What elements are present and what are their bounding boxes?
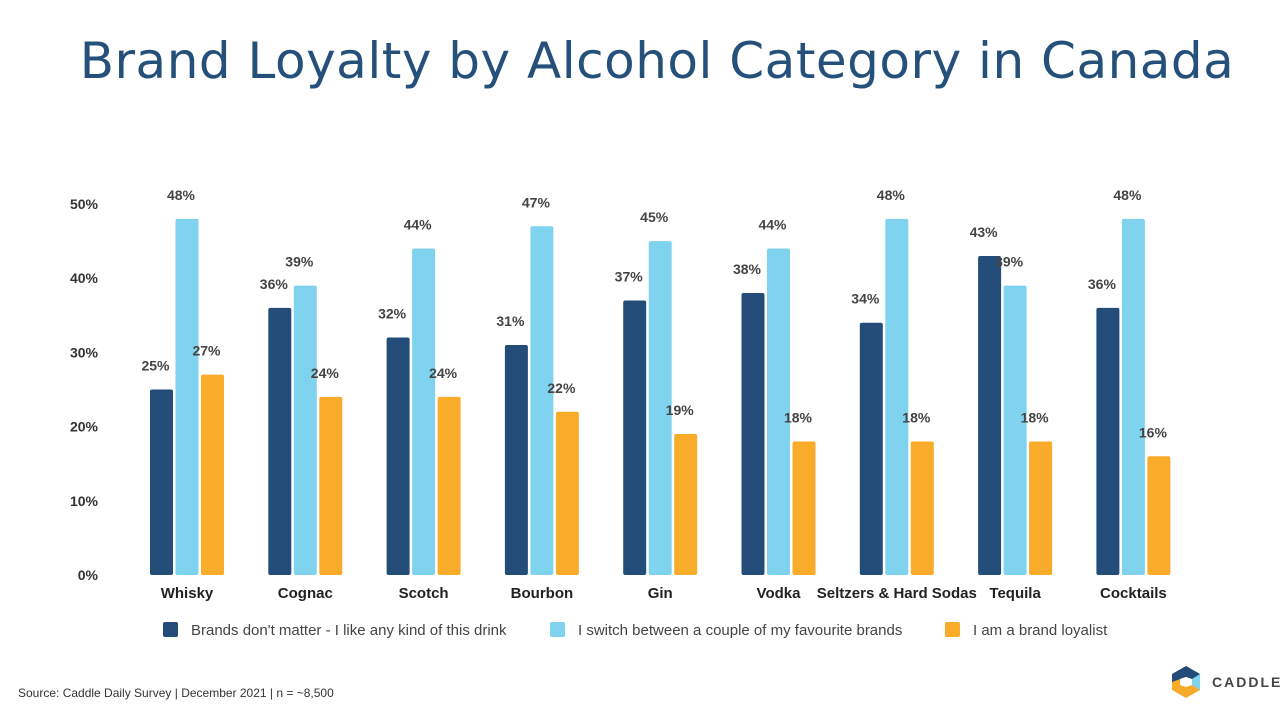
- x-category-label: Seltzers & Hard Sodas: [817, 585, 977, 602]
- bar: [910, 441, 934, 575]
- chart-title: Brand Loyalty by Alcohol Category in Can…: [79, 32, 1235, 90]
- bar: [1096, 307, 1120, 575]
- data-label: 48%: [1113, 187, 1142, 203]
- x-category-label: Gin: [648, 585, 673, 602]
- y-tick-label: 30%: [70, 344, 99, 360]
- bar: [1121, 218, 1145, 575]
- data-label: 48%: [167, 187, 196, 203]
- logo-text: CADDLE: [1212, 674, 1280, 690]
- y-tick-label: 50%: [70, 196, 99, 212]
- bar: [741, 293, 765, 575]
- bar: [201, 374, 224, 575]
- source-note: Source: Caddle Daily Survey | December 2…: [18, 686, 334, 700]
- bar: [386, 337, 410, 575]
- data-label: 44%: [758, 217, 787, 233]
- bar: [175, 218, 199, 575]
- bar: [978, 255, 1002, 575]
- data-label: 18%: [902, 409, 931, 425]
- bar: [1029, 441, 1053, 575]
- x-category-label: Cognac: [278, 585, 333, 602]
- bar: [530, 226, 554, 575]
- bar: [1147, 456, 1171, 575]
- data-label: 38%: [733, 261, 762, 277]
- bar: [792, 441, 816, 575]
- bar: [319, 396, 343, 575]
- x-category-label: Tequila: [989, 585, 1041, 602]
- data-label: 32%: [378, 306, 407, 322]
- data-label: 18%: [1021, 409, 1050, 425]
- data-label: 24%: [311, 365, 340, 381]
- data-label: 36%: [1088, 276, 1117, 292]
- x-category-label: Cocktails: [1100, 585, 1167, 602]
- data-label: 37%: [615, 268, 644, 284]
- x-category-label: Vodka: [757, 585, 802, 602]
- data-label: 24%: [429, 365, 458, 381]
- data-label: 19%: [666, 402, 695, 418]
- data-label: 44%: [404, 217, 433, 233]
- bar: [150, 389, 173, 575]
- caddle-logo: CADDLE: [1170, 665, 1280, 699]
- bar: [268, 307, 292, 575]
- data-label: 31%: [496, 313, 525, 329]
- legend-label: Brands don't matter - I like any kind of…: [191, 622, 507, 639]
- x-category-label: Whisky: [161, 585, 214, 602]
- bar: [412, 248, 436, 575]
- data-label: 36%: [260, 276, 289, 292]
- data-label: 22%: [547, 380, 576, 396]
- bar: [648, 241, 672, 575]
- legend-swatch: [163, 622, 178, 637]
- data-label: 16%: [1139, 424, 1168, 440]
- data-label: 25%: [141, 358, 170, 374]
- bar: [1003, 285, 1027, 575]
- caddle-hexagon-icon: [1172, 666, 1200, 698]
- bar: [555, 411, 579, 575]
- data-label: 48%: [877, 187, 906, 203]
- bar: [859, 322, 883, 575]
- legend-label: I am a brand loyalist: [973, 622, 1108, 639]
- data-label: 34%: [851, 291, 880, 307]
- data-label: 39%: [995, 254, 1024, 270]
- bar: [885, 218, 909, 575]
- data-label: 43%: [970, 224, 999, 240]
- bar: [504, 344, 528, 575]
- y-tick-label: 40%: [70, 270, 99, 286]
- data-label: 45%: [640, 209, 669, 225]
- y-tick-label: 0%: [78, 567, 99, 583]
- data-label: 47%: [522, 194, 551, 210]
- bar: [437, 396, 461, 575]
- y-tick-label: 10%: [70, 493, 99, 509]
- legend-swatch: [550, 622, 565, 637]
- x-category-label: Scotch: [399, 585, 449, 602]
- bar: [674, 434, 698, 575]
- bar: [623, 300, 647, 575]
- bar: [767, 248, 790, 575]
- y-tick-label: 20%: [70, 419, 99, 435]
- bar: [293, 285, 317, 575]
- data-label: 18%: [784, 409, 813, 425]
- x-category-label: Bourbon: [511, 585, 573, 602]
- legend-swatch: [945, 622, 960, 637]
- data-label: 27%: [192, 343, 221, 359]
- data-label: 39%: [285, 254, 314, 270]
- legend-label: I switch between a couple of my favourit…: [578, 622, 902, 639]
